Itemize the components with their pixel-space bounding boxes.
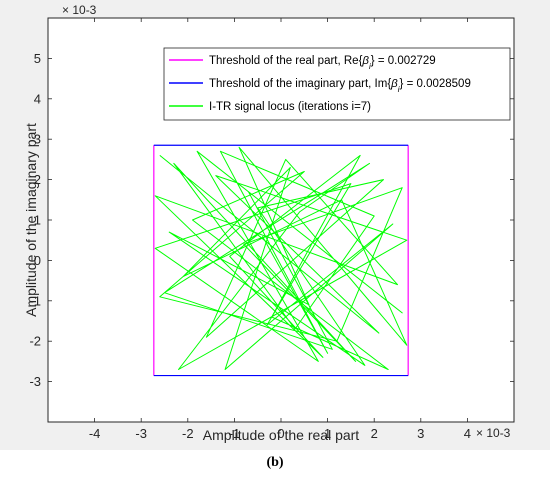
legend: Threshold of the real part, Re{βi} = 0.0… — [163, 47, 511, 121]
x-tick-label: -1 — [229, 426, 241, 441]
locus-layer — [154, 146, 408, 370]
figure-caption: (b) — [266, 455, 284, 470]
legend-entry-imag: Threshold of the imaginary part, Im{βi} … — [209, 78, 471, 94]
y-tick-label: 0 — [34, 253, 41, 268]
x-exponent-label: × 10-3 — [476, 426, 511, 440]
locus-line — [154, 146, 408, 370]
x-tick-label: 3 — [417, 426, 424, 441]
y-tick-label: 5 — [34, 51, 41, 66]
figure-window: -4 -3 -2 -1 0 1 2 3 4 -3 -2 -1 0 1 2 3 4 5 × 10-3 × 10-3 … — [0, 0, 550, 450]
x-tick-label: 1 — [324, 426, 331, 441]
x-tick-label: -2 — [182, 426, 194, 441]
x-tick-label: 2 — [371, 426, 378, 441]
y-tick-label: 1 — [34, 213, 41, 228]
tick-layer: -4 -3 -2 -1 0 1 2 3 4 -3 -2 -1 0 1 2 3 4 5 — [29, 18, 514, 441]
y-tick-label: 2 — [34, 172, 41, 187]
x-axis-label: Amplitude of the real part — [203, 427, 360, 443]
y-exponent-label: × 10-3 — [62, 3, 97, 17]
legend-entry-locus: I-TR signal locus (iterations i=7) — [209, 101, 371, 113]
y-tick-label: 3 — [34, 132, 41, 147]
y-tick-label: -1 — [29, 293, 41, 308]
y-tick-label: -2 — [29, 334, 41, 349]
y-axis-label: Amplitude of the imaginary part — [23, 123, 39, 317]
y-tick-label: -3 — [29, 374, 41, 389]
legend-box — [163, 47, 511, 121]
x-tick-label: 4 — [464, 426, 471, 441]
x-tick-label: -3 — [135, 426, 147, 441]
x-tick-label: -4 — [89, 426, 101, 441]
threshold-layer — [153, 144, 409, 377]
y-tick-label: 4 — [34, 91, 41, 106]
legend-entry-real: Threshold of the real part, Re{βi} = 0.0… — [209, 55, 436, 71]
x-tick-label: 0 — [277, 426, 284, 441]
